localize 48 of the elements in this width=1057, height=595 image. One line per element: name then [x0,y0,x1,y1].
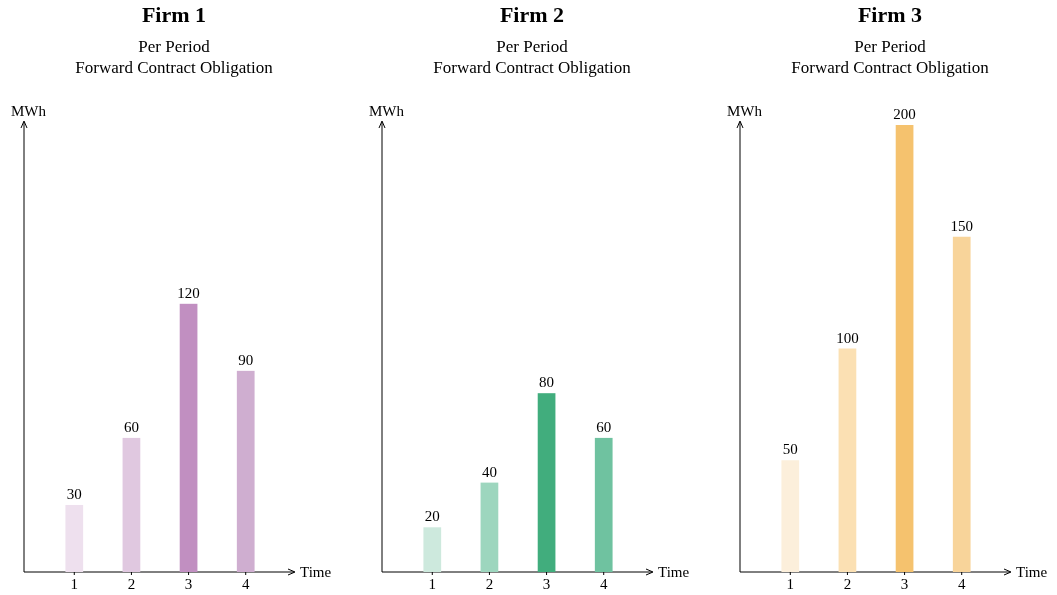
x-tick-label: 3 [900,576,909,592]
chart-title: Firm 2 [499,2,565,27]
y-axis-title: MWh [727,103,763,119]
bar [952,236,971,572]
x-tick-label: 3 [184,576,193,592]
data-label: 80 [539,374,555,391]
chart-subtitle: Per Period Forward Contract Obligation [433,37,632,77]
y-axis-title: MWh [369,103,405,119]
bar [594,437,613,572]
data-label: 50 [782,441,798,458]
chart-subtitle: Per Period Forward Contract Obligation [791,37,990,77]
bar [480,482,499,572]
x-tick-label: 2 [485,576,494,592]
data-label: 200 [893,106,916,122]
x-tick-label: 3 [542,576,551,592]
data-label: 40 [481,463,497,480]
y-axis-title: MWh [11,103,47,119]
data-label: 60 [123,418,139,435]
x-tick-label: 4 [241,576,250,592]
chart-title: Firm 3 [857,2,923,27]
bar [236,370,255,572]
bar [423,527,442,572]
bar [537,393,556,572]
x-axis-title: Time [658,564,690,580]
x-axis-title: Time [300,564,332,580]
x-tick-label: 1 [70,576,79,592]
bar [179,303,198,572]
x-tick-label: 1 [428,576,437,592]
data-label: 60 [596,418,612,435]
chart-subtitle: Per Period Forward Contract Obligation [75,37,274,77]
x-tick-label: 2 [843,576,852,592]
chart-title: Firm 1 [141,2,207,27]
data-label: 20 [424,508,440,525]
data-label: 100 [836,329,859,346]
x-axis-title: Time [1016,564,1048,580]
x-tick-label: 2 [127,576,136,592]
bar [65,504,84,572]
bar [838,348,857,572]
data-label: 90 [238,351,254,368]
bar [781,460,800,572]
x-tick-label: 1 [786,576,795,592]
data-label: 120 [177,284,200,301]
data-label: 30 [66,485,82,502]
bar [122,437,141,572]
x-tick-label: 4 [957,576,966,592]
bar [895,125,914,572]
x-tick-label: 4 [599,576,608,592]
data-label: 150 [950,217,973,234]
